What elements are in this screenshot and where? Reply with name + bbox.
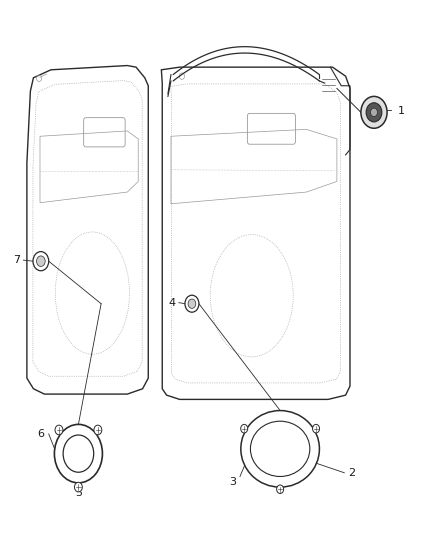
Text: 7: 7 [13,255,20,265]
Polygon shape [27,66,148,394]
Circle shape [277,485,284,494]
Text: 5: 5 [75,489,82,498]
Circle shape [241,424,248,433]
Text: 3: 3 [230,477,237,487]
Polygon shape [161,67,350,399]
Text: 2: 2 [348,468,355,478]
Circle shape [36,256,45,266]
Circle shape [371,108,378,117]
Text: 1: 1 [398,106,405,116]
Circle shape [361,96,387,128]
Circle shape [55,425,63,435]
Circle shape [63,435,94,472]
Circle shape [54,424,102,483]
Ellipse shape [241,410,319,487]
Circle shape [33,252,49,271]
Text: 6: 6 [37,429,44,439]
Circle shape [366,103,382,122]
Ellipse shape [251,421,310,477]
Circle shape [313,424,320,433]
Circle shape [163,93,172,103]
Circle shape [185,295,199,312]
Circle shape [188,299,196,309]
Polygon shape [319,70,337,99]
Text: 4: 4 [168,297,175,308]
Circle shape [74,482,82,492]
Circle shape [94,425,102,435]
